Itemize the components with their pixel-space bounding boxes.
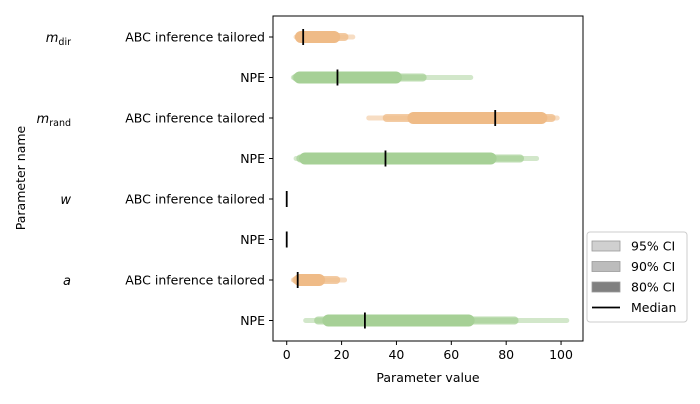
ci80-bar xyxy=(294,31,341,43)
y-tick-label: ABC inference tailored xyxy=(125,30,265,45)
interval-row xyxy=(293,150,540,167)
y-tick-labels: ABC inference tailored NPE ABC inference t… xyxy=(125,30,273,328)
parameter-symbol: m xyxy=(46,31,59,46)
ci80-bar xyxy=(293,71,402,84)
ci80-bar xyxy=(299,152,497,165)
y-tick-label: ABC inference tailored xyxy=(125,111,265,126)
legend-swatch xyxy=(591,240,621,252)
x-tick-label: 40 xyxy=(388,347,404,362)
parameter-symbol: w xyxy=(60,193,71,208)
parameter-label: a xyxy=(63,274,71,289)
y-tick-label: NPE xyxy=(240,70,265,85)
y-tick-label: NPE xyxy=(240,151,265,166)
interval-row xyxy=(290,272,348,288)
x-tick-label: 0 xyxy=(283,347,291,362)
interval-row xyxy=(366,110,560,126)
legend-frame xyxy=(586,231,688,323)
x-tick-label: 60 xyxy=(443,347,459,362)
ci80-bar xyxy=(407,112,548,124)
x-tick-label: 20 xyxy=(334,347,350,362)
parameter-subscript: rand xyxy=(49,118,71,129)
y-tick-label: NPE xyxy=(240,313,265,328)
interval-row xyxy=(290,69,474,86)
y-tick-label: NPE xyxy=(240,232,265,247)
parameter-label: mdir xyxy=(46,31,71,48)
parameter-label: mrand xyxy=(37,112,71,129)
legend-swatch xyxy=(591,281,621,293)
ci80-bar xyxy=(293,274,326,286)
parameter-symbol: a xyxy=(63,274,71,289)
parameter-label: w xyxy=(60,193,71,208)
legend-swatch xyxy=(591,261,621,272)
legend-label: 80% CI xyxy=(631,280,675,295)
x-axis: 0 20 40 60 80 100 xyxy=(283,341,573,362)
interval-row xyxy=(303,312,570,329)
interval-rows xyxy=(285,29,570,329)
legend-label: 95% CI xyxy=(631,239,675,254)
ci80-bar xyxy=(322,314,475,327)
parameter-subscript: dir xyxy=(58,37,71,48)
x-axis-label: Parameter value xyxy=(376,370,479,385)
interval-row xyxy=(293,29,356,45)
y-axis-label: Parameter name xyxy=(13,125,28,230)
parameter-symbol: m xyxy=(37,112,50,127)
plot-frame xyxy=(272,15,584,342)
y-tick-label: ABC inference tailored xyxy=(125,192,265,207)
x-tick-label: 100 xyxy=(549,347,573,362)
y-tick-label: ABC inference tailored xyxy=(125,273,265,288)
x-tick-label: 80 xyxy=(498,347,514,362)
legend-label: Median xyxy=(631,300,676,315)
legend: 95% CI 90% CI 80% CI Median xyxy=(586,231,688,323)
legend-label: 90% CI xyxy=(631,259,675,274)
